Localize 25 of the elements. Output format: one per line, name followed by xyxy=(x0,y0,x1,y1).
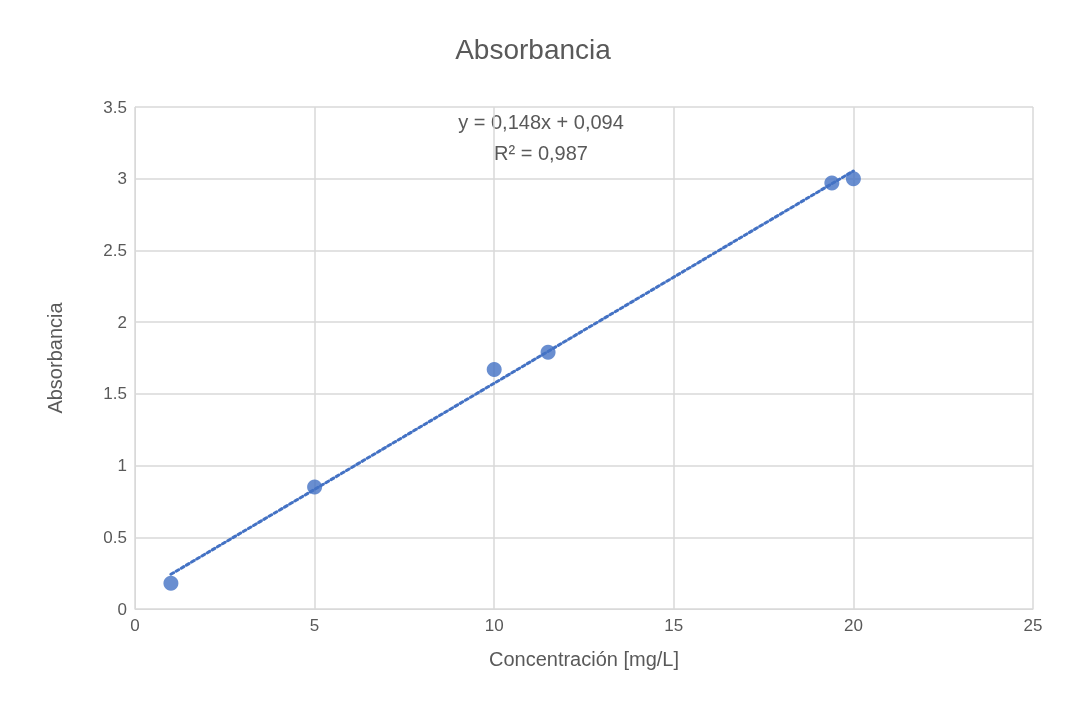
point xyxy=(824,175,840,191)
x-axis-title: Concentración [mg/L] xyxy=(488,648,680,670)
point xyxy=(163,575,179,591)
x-tick-label: 20 xyxy=(843,616,863,635)
annotation: y = 0,148x + 0,094 xyxy=(458,111,624,133)
y-tick-label: 0.5 xyxy=(103,527,127,547)
y-tick-label: 1.5 xyxy=(103,384,127,404)
point xyxy=(845,171,861,187)
x-tick-label: 15 xyxy=(664,616,684,635)
point xyxy=(307,479,323,495)
chart-title: Absorbancia xyxy=(455,33,612,65)
y-tick-label: 3 xyxy=(117,169,127,189)
y-axis-title: Absorbancia xyxy=(44,301,66,414)
x-tick-label: 5 xyxy=(309,616,320,635)
y-tick-label: 2.5 xyxy=(103,240,127,260)
y-tick-label: 2 xyxy=(117,312,127,332)
x-tick-label: 10 xyxy=(484,616,504,635)
x-tick-label: 0 xyxy=(130,616,140,635)
y-tick-label: 3.5 xyxy=(103,97,127,117)
x-tick-label: 25 xyxy=(1023,616,1043,635)
point xyxy=(540,344,556,360)
point xyxy=(486,361,502,377)
annotation: R² = 0,987 xyxy=(494,142,588,164)
y-tick-label: 1 xyxy=(117,456,127,476)
y-tick-label: 0 xyxy=(117,599,127,619)
